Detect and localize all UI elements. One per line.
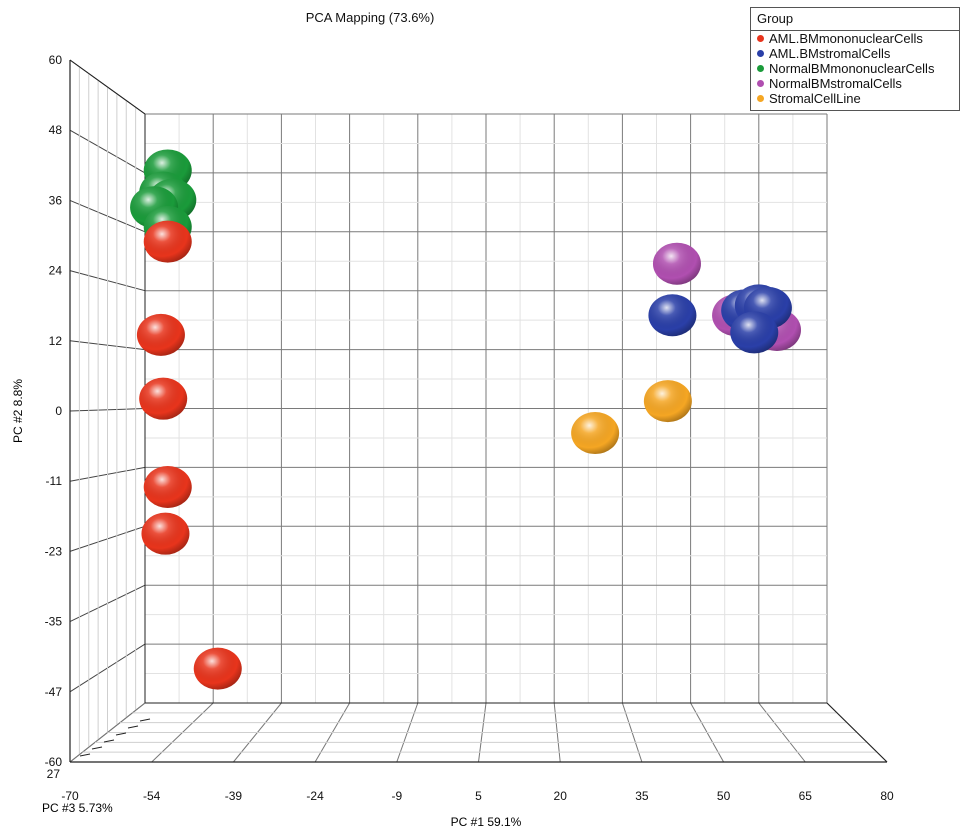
- point-shade: [652, 242, 701, 285]
- legend-marker: [757, 95, 764, 102]
- y-tick-label: -23: [45, 544, 63, 558]
- legend-marker: [757, 35, 764, 42]
- point-shade: [571, 412, 620, 455]
- x-tick-label: -9: [391, 789, 402, 803]
- y-tick-label: -11: [46, 474, 63, 488]
- floor-right-edge: [826, 702, 888, 763]
- y-tick-label: 36: [49, 193, 63, 207]
- point-shade: [143, 466, 192, 509]
- x-tick-label: -24: [306, 789, 324, 803]
- z-tick-mark: [91, 746, 103, 750]
- point-shade: [643, 380, 692, 423]
- legend-label: NormalBMmononuclearCells: [769, 61, 935, 76]
- legend-label: AML.BMstromalCells: [769, 46, 891, 61]
- point-shade: [648, 294, 697, 337]
- y-tick-label: -35: [45, 615, 63, 629]
- tick-labels: 60 48 36 24 12 0 -11 -23 -35 -47 -60 -70 -54 -39 -24 -9…: [45, 53, 894, 803]
- point-shade: [143, 220, 192, 263]
- legend-label: NormalBMstromalCells: [769, 76, 902, 91]
- point-shade: [139, 377, 188, 420]
- x-tick-label: 65: [799, 789, 813, 803]
- legend-item-normal-bm-stromal: NormalBMstromalCells: [751, 76, 959, 91]
- x-tick-label: -70: [61, 789, 79, 803]
- y-tick-label: -60: [45, 755, 63, 769]
- x-tick-label: -39: [225, 789, 243, 803]
- data-points: [130, 149, 801, 690]
- legend: Group AML.BMmononuclearCells AML.BMstrom…: [750, 7, 960, 111]
- legend-marker: [757, 80, 764, 87]
- point-shade: [136, 313, 185, 356]
- axes: [69, 59, 888, 763]
- legend-item-aml-bm-mononuclear: AML.BMmononuclearCells: [751, 31, 959, 46]
- y-tick-label: 24: [49, 264, 63, 278]
- x-axis-label: PC #1 59.1%: [451, 815, 522, 829]
- chart-title: PCA Mapping (73.6%): [305, 10, 435, 25]
- legend-marker: [757, 50, 764, 57]
- point-shade: [730, 311, 779, 354]
- y-tick-label: -47: [45, 685, 63, 699]
- grid-lines: [69, 59, 888, 763]
- z-tick-mark: [115, 732, 127, 736]
- z-tick-label: 27: [47, 767, 61, 781]
- x-tick-label: 20: [554, 789, 568, 803]
- point-shade: [141, 512, 190, 555]
- legend-title: Group: [751, 8, 959, 31]
- y-axis-label: PC #2 8.8%: [11, 379, 25, 443]
- z-tick-mark: [127, 725, 139, 729]
- wall-top-edge: [69, 59, 146, 115]
- x-tick-label: 50: [717, 789, 731, 803]
- y-tick-label: 12: [49, 334, 63, 348]
- y-tick-label: 48: [49, 123, 63, 137]
- x-tick-label: 5: [475, 789, 482, 803]
- legend-item-aml-bm-stromal: AML.BMstromalCells: [751, 46, 959, 61]
- legend-item-normal-bm-mononuclear: NormalBMmononuclearCells: [751, 61, 959, 76]
- z-tick-mark: [79, 753, 91, 757]
- z-tick-mark: [139, 718, 151, 722]
- legend-label: AML.BMmononuclearCells: [769, 31, 923, 46]
- x-tick-label: -54: [143, 789, 161, 803]
- legend-label: StromalCellLine: [769, 91, 861, 106]
- x-tick-label: 35: [635, 789, 649, 803]
- x-tick-label: 80: [880, 789, 894, 803]
- legend-marker: [757, 65, 764, 72]
- z-tick-mark: [103, 739, 115, 743]
- legend-item-stromal-cell-line: StromalCellLine: [751, 91, 959, 106]
- y-tick-label: 0: [55, 404, 62, 418]
- y-tick-label: 60: [49, 53, 63, 67]
- z-axis-label: PC #3 5.73%: [42, 801, 113, 815]
- point-shade: [193, 647, 242, 690]
